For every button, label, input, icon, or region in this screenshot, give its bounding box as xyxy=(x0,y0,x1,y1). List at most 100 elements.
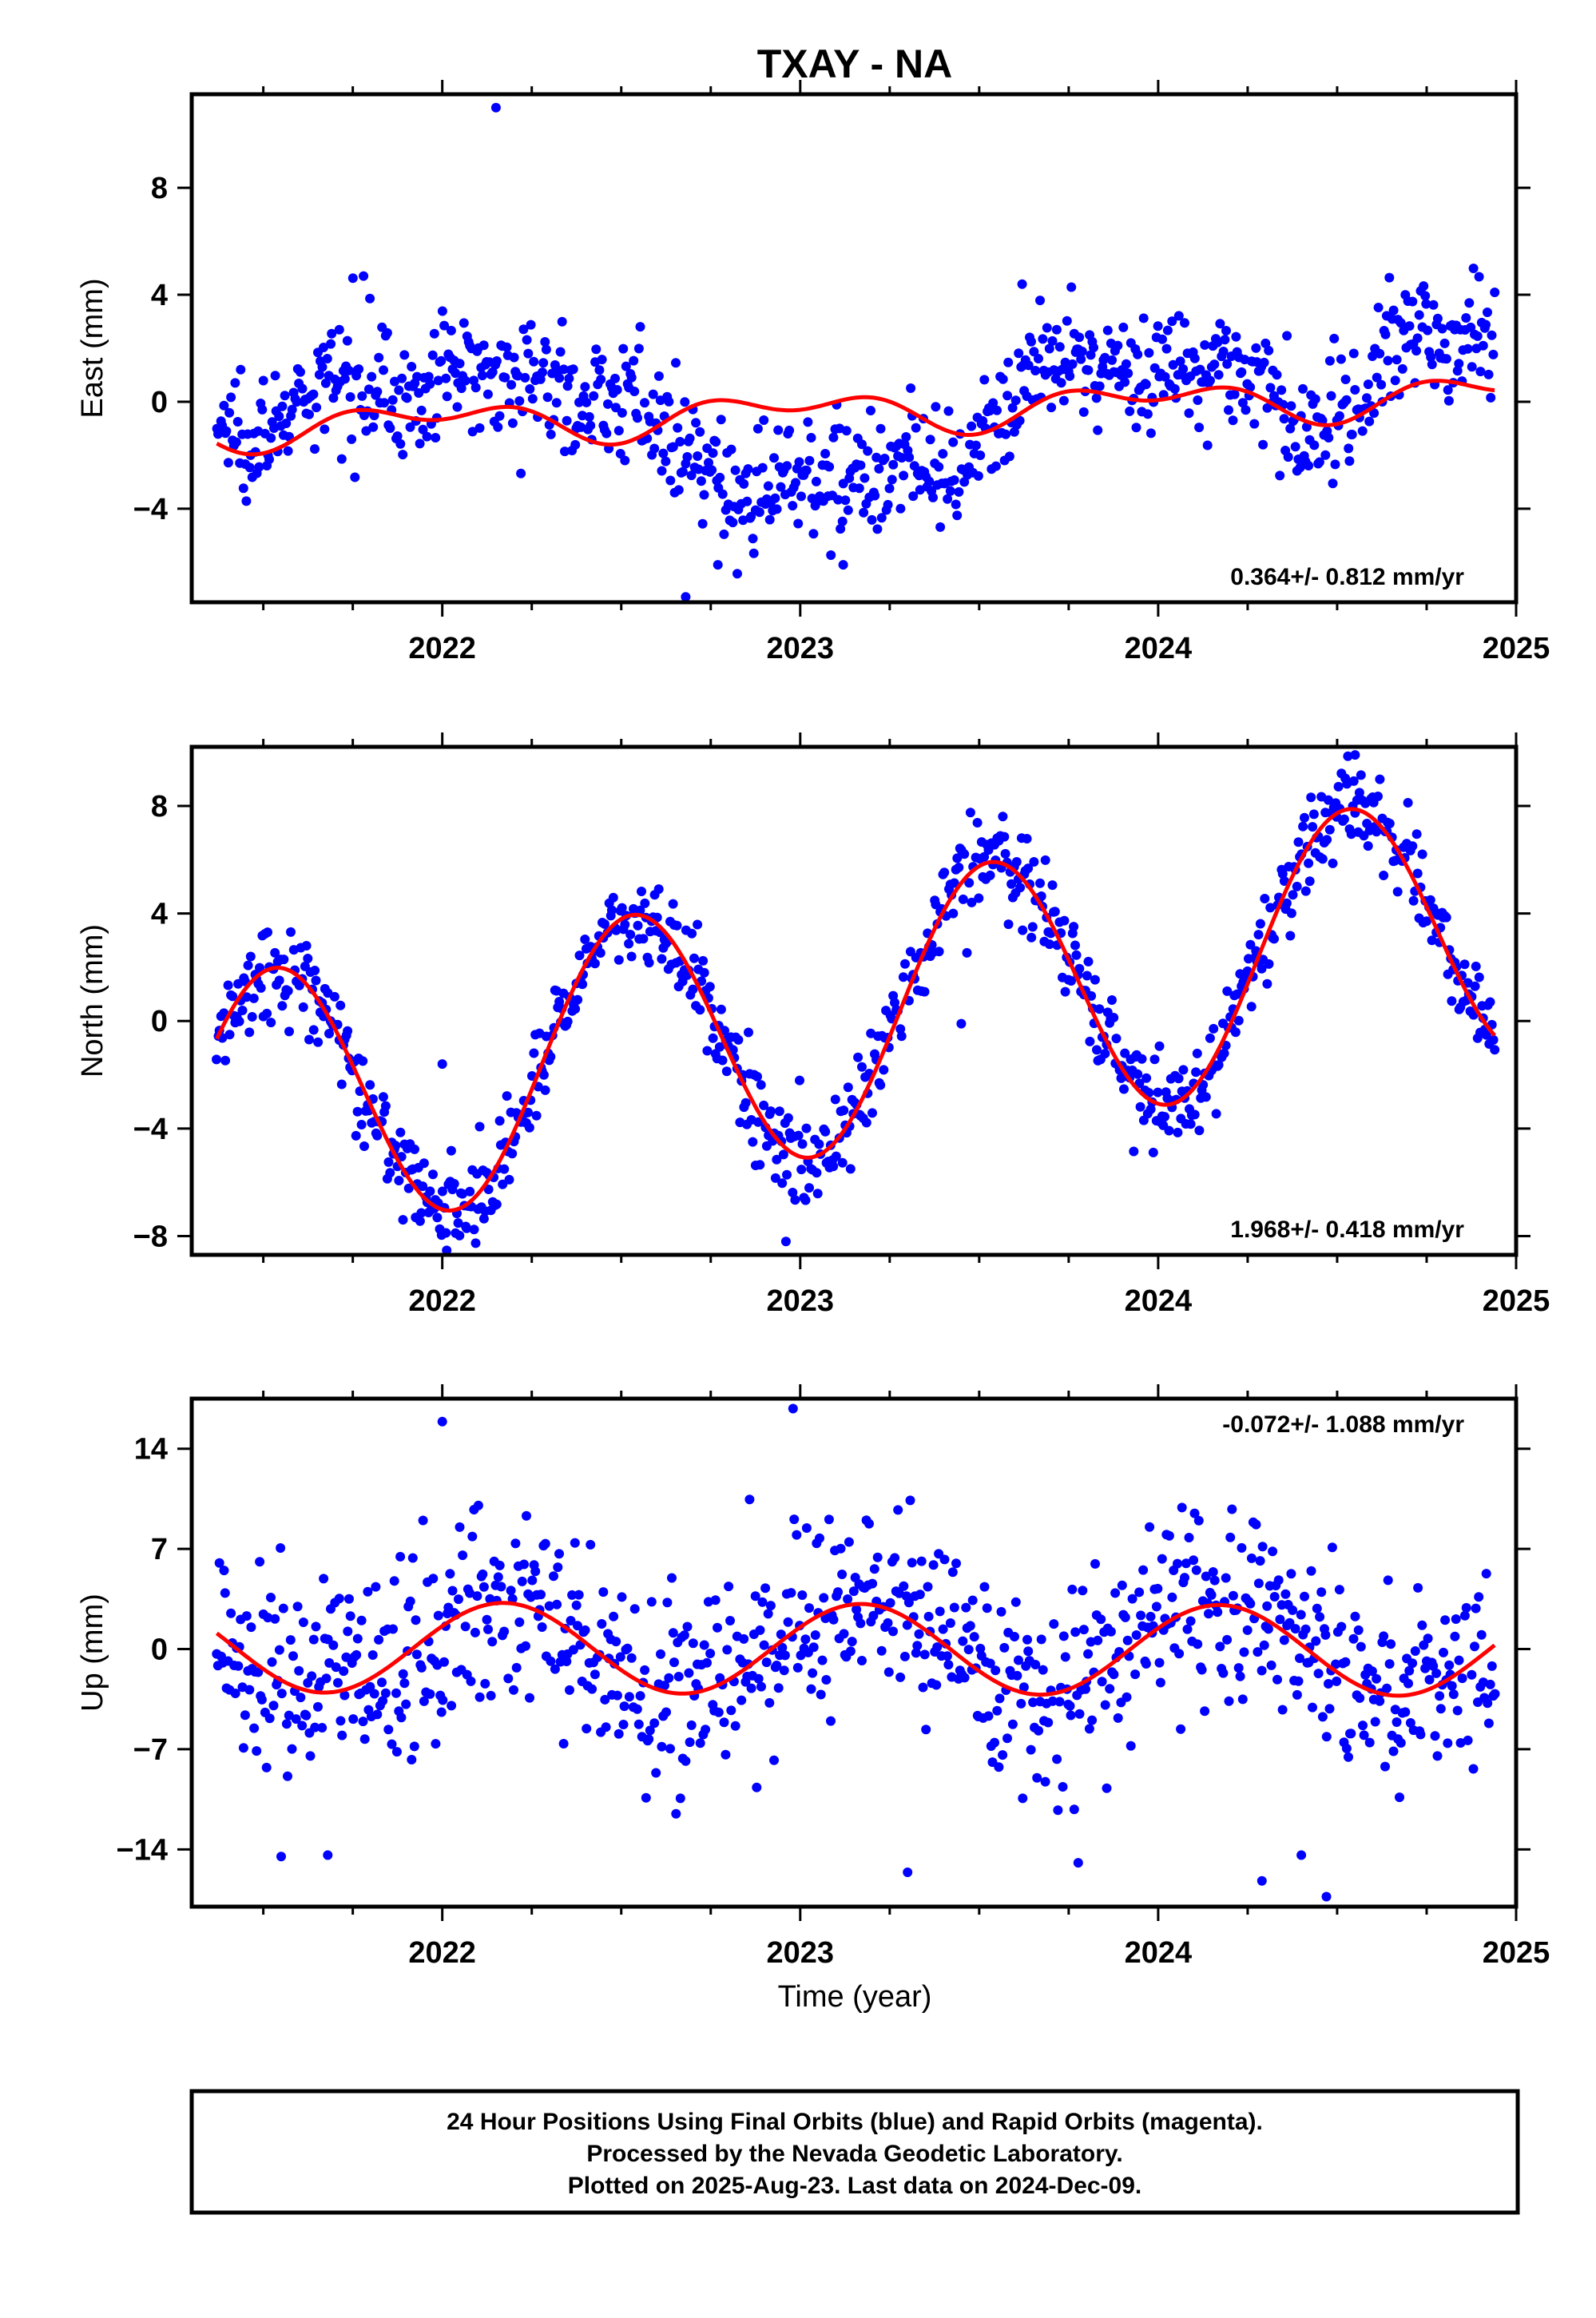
up-point xyxy=(536,1590,546,1600)
north-point xyxy=(358,1056,368,1066)
east-point xyxy=(613,426,624,436)
east-point xyxy=(633,413,642,423)
east-point xyxy=(280,391,290,401)
up-point xyxy=(549,1571,558,1582)
up-point xyxy=(1038,1665,1048,1675)
north-point xyxy=(1257,963,1267,974)
up-point xyxy=(752,1782,762,1792)
east-point xyxy=(236,364,246,375)
up-point xyxy=(1026,1744,1036,1755)
east-point xyxy=(1411,346,1422,356)
up-point xyxy=(885,1598,895,1608)
east-point xyxy=(399,350,410,360)
east-point xyxy=(1481,320,1491,330)
up-point xyxy=(792,1530,802,1540)
north-point xyxy=(964,878,975,888)
east-point xyxy=(693,451,703,461)
east-point xyxy=(257,404,268,415)
up-point xyxy=(264,1713,275,1724)
up-point xyxy=(344,1594,354,1604)
up-point xyxy=(1073,1858,1083,1868)
east-point xyxy=(1324,433,1334,443)
up-point xyxy=(1053,1805,1063,1816)
up-point xyxy=(1193,1515,1204,1526)
up-point xyxy=(622,1643,633,1653)
east-point xyxy=(685,433,695,443)
up-point xyxy=(1306,1566,1316,1576)
up-point xyxy=(1002,1733,1012,1744)
east-point xyxy=(1474,272,1484,282)
up-point xyxy=(1222,1634,1233,1645)
up-point xyxy=(270,1613,280,1624)
up-point xyxy=(1185,1616,1196,1626)
up-point xyxy=(1395,1792,1404,1803)
up-point xyxy=(1327,1542,1337,1553)
east-point xyxy=(635,322,645,332)
east-point xyxy=(711,437,721,447)
north-point xyxy=(1447,996,1457,1006)
north-point xyxy=(1412,868,1423,879)
east-point xyxy=(836,524,846,534)
up-point xyxy=(1269,1592,1280,1602)
north-point xyxy=(952,853,963,863)
east-point xyxy=(863,446,873,456)
up-point xyxy=(1235,1671,1245,1681)
east-point xyxy=(1439,338,1450,348)
north-point xyxy=(365,1080,375,1090)
east-point xyxy=(1076,354,1086,364)
up-point xyxy=(1424,1674,1435,1685)
north-point xyxy=(1403,798,1413,808)
north-point xyxy=(600,919,609,929)
east-point xyxy=(460,375,470,386)
up-point xyxy=(665,1744,675,1754)
north-point xyxy=(790,1195,800,1205)
north-point xyxy=(606,905,617,915)
up-point xyxy=(928,1560,939,1570)
east-point xyxy=(876,513,887,523)
up-point xyxy=(912,1641,923,1651)
up-point xyxy=(923,1611,934,1621)
up-point xyxy=(681,1756,691,1766)
east-point xyxy=(820,449,831,458)
east-point xyxy=(1221,326,1231,335)
up-point xyxy=(438,1695,448,1705)
up-point xyxy=(1010,1597,1021,1607)
east-point xyxy=(359,271,369,281)
east-point xyxy=(1162,325,1173,335)
up-point xyxy=(1227,1504,1237,1514)
up-point xyxy=(499,1626,510,1637)
east-point xyxy=(895,503,906,514)
up-point xyxy=(1290,1624,1300,1634)
east-point xyxy=(1125,406,1135,416)
up-point xyxy=(847,1637,857,1647)
east-point xyxy=(339,374,350,384)
east-point xyxy=(803,417,813,427)
north-point xyxy=(1269,934,1279,944)
east-point xyxy=(347,273,358,284)
east-point xyxy=(500,372,510,383)
east-point xyxy=(888,459,899,470)
up-point xyxy=(241,1611,252,1621)
north-point xyxy=(1306,792,1316,803)
north-point xyxy=(624,939,634,949)
east-point xyxy=(629,355,639,366)
up-point xyxy=(1060,1652,1070,1662)
north-point xyxy=(499,1164,510,1174)
up-point xyxy=(371,1582,381,1592)
up-point xyxy=(1272,1674,1282,1685)
east-point xyxy=(546,429,556,439)
up-point xyxy=(931,1680,942,1690)
up-point xyxy=(951,1558,961,1569)
up-point xyxy=(1470,1641,1479,1652)
east-point xyxy=(1083,365,1094,375)
up-point xyxy=(356,1615,367,1625)
up-point xyxy=(810,1630,820,1640)
east-point xyxy=(1034,354,1043,363)
up-point xyxy=(613,1729,624,1739)
up-point xyxy=(772,1661,782,1670)
up-point xyxy=(826,1716,836,1726)
north-point xyxy=(432,1213,443,1223)
east-point xyxy=(456,383,466,394)
east-point xyxy=(1044,343,1054,354)
east-point xyxy=(748,534,758,544)
